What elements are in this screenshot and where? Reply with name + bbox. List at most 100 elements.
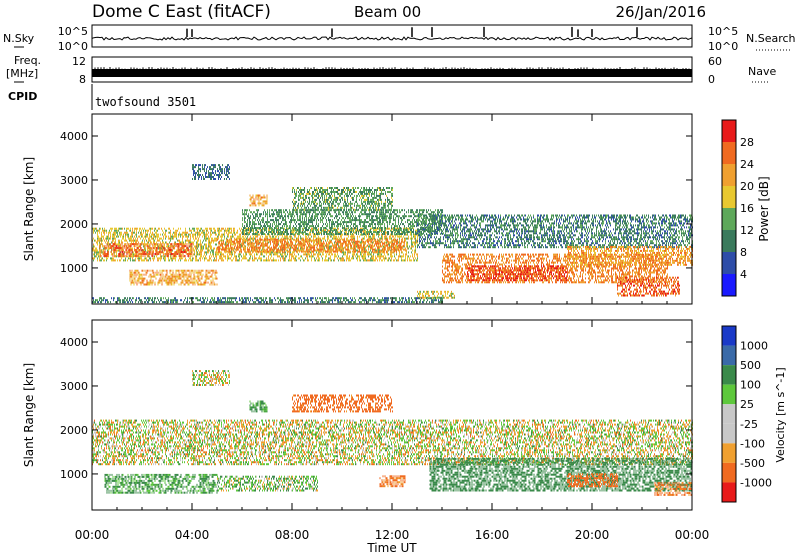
power-cell: [384, 238, 385, 240]
power-cell: [250, 243, 251, 245]
power-cell: [388, 243, 389, 245]
power-cell: [363, 245, 364, 247]
power-cell: [124, 240, 125, 242]
power-cell: [275, 239, 276, 241]
power-cell: [153, 272, 154, 274]
power-cell: [319, 242, 320, 244]
power-cell: [332, 234, 333, 236]
power-cell: [248, 232, 249, 234]
power-cell: [280, 233, 281, 235]
power-cell: [228, 249, 229, 251]
power-cell: [115, 255, 116, 257]
power-cell: [99, 238, 100, 240]
power-cell: [378, 228, 379, 230]
power-cell: [353, 253, 354, 255]
power-cell: [182, 232, 183, 234]
power-cell: [136, 253, 137, 255]
power-cell: [149, 251, 150, 253]
power-cell: [349, 259, 350, 261]
power-cell: [303, 248, 304, 250]
power-cell: [280, 229, 281, 231]
power-cell: [348, 249, 349, 251]
power-cell: [276, 227, 277, 229]
power-cell: [244, 209, 245, 211]
power-cell: [349, 250, 350, 252]
power-cell: [248, 229, 249, 231]
power-cell: [185, 230, 186, 232]
power-cell: [322, 249, 323, 251]
power-cell: [178, 243, 179, 245]
power-cell: [414, 242, 415, 244]
power-cell: [251, 225, 252, 227]
power-cell: [412, 238, 413, 240]
power-cell: [404, 241, 405, 243]
power-cell: [287, 251, 288, 253]
power-cell: [382, 243, 383, 245]
power-cell: [295, 232, 296, 234]
power-cell: [237, 259, 238, 261]
power-cell: [252, 230, 253, 232]
power-cell: [153, 240, 154, 242]
power-cell: [149, 247, 150, 249]
power-cell: [186, 274, 187, 276]
power-cell: [329, 250, 330, 252]
power-cell: [177, 253, 178, 255]
power-cell: [201, 232, 202, 234]
power-cell: [150, 247, 151, 249]
power-cell: [357, 255, 358, 257]
power-cell: [258, 217, 259, 219]
power-cell: [237, 245, 238, 247]
power-cell: [145, 253, 146, 255]
power-cell: [382, 251, 383, 253]
power-cell: [130, 230, 131, 232]
power-cell: [132, 251, 133, 253]
power-cell: [151, 280, 152, 282]
power-cell: [319, 253, 320, 255]
power-cell: [197, 240, 198, 242]
power-cell: [243, 255, 244, 257]
power-cell: [103, 238, 104, 240]
power-cell: [370, 247, 371, 249]
power-cell: [269, 211, 270, 213]
power-cell: [228, 228, 229, 230]
power-cell: [235, 249, 236, 251]
power-cell: [274, 239, 275, 241]
power-cell: [338, 259, 339, 261]
power-cell: [192, 257, 193, 259]
power-cell: [282, 257, 283, 259]
power-cell: [255, 236, 256, 238]
power-cell: [295, 247, 296, 249]
power-cell: [244, 245, 245, 247]
power-cell: [163, 236, 164, 238]
power-cell: [374, 245, 375, 247]
power-cell: [140, 282, 141, 284]
power-cell: [224, 230, 225, 232]
power-cell: [242, 231, 243, 233]
power-cell: [117, 236, 118, 238]
power-cell: [245, 230, 246, 232]
power-cell: [272, 219, 273, 221]
power-cell: [365, 234, 366, 236]
power-cell: [176, 232, 177, 234]
power-cell: [270, 225, 271, 227]
power-cell: [270, 223, 271, 225]
power-cell: [277, 229, 278, 231]
power-cell: [189, 284, 190, 286]
power-cell: [141, 243, 142, 245]
power-cell: [354, 245, 355, 247]
power-cell: [266, 243, 267, 245]
power-cell: [189, 228, 190, 230]
power-cell: [131, 240, 132, 242]
power-cell: [219, 228, 220, 230]
power-cell: [193, 278, 194, 280]
power-cell: [170, 282, 171, 284]
power-cell: [94, 251, 95, 253]
freq-band: [92, 69, 692, 77]
power-cell: [333, 249, 334, 251]
power-cell: [401, 230, 402, 232]
power-cell: [369, 236, 370, 238]
power-cell: [308, 234, 309, 236]
power-cell: [182, 249, 183, 251]
power-cell: [120, 259, 121, 261]
power-cell: [278, 229, 279, 231]
